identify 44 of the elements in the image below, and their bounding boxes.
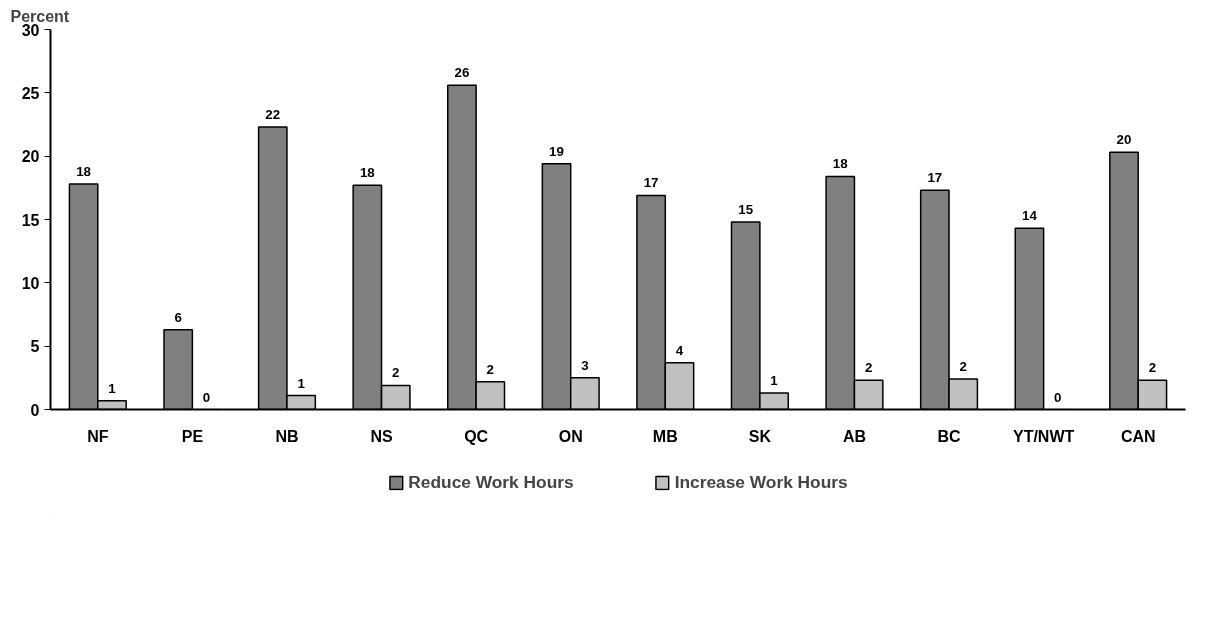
x-tick-label: NF — [87, 427, 109, 445]
x-tick-label: ON — [558, 427, 583, 445]
y-tick-label: 10 — [21, 274, 40, 292]
data-label: 1 — [297, 375, 306, 391]
data-label: 22 — [265, 107, 281, 123]
x-tick-label: CAN — [1120, 427, 1156, 445]
data-label: 14 — [1022, 208, 1038, 224]
data-label: 1 — [108, 380, 117, 396]
y-tick-label: 20 — [21, 148, 40, 166]
x-tick-label: SK — [748, 427, 772, 445]
data-label: 6 — [174, 309, 182, 325]
data-label: 1 — [770, 373, 779, 389]
data-label: 18 — [832, 156, 848, 172]
data-label: 3 — [581, 357, 589, 373]
data-label: 2 — [1148, 360, 1157, 376]
x-tick-label: NS — [370, 427, 393, 445]
x-tick-label: PE — [181, 427, 204, 445]
data-label: 17 — [643, 175, 659, 191]
x-tick-label: BC — [937, 427, 962, 445]
legend-label: Increase Work Hours — [674, 471, 848, 493]
data-label: 2 — [392, 365, 400, 381]
x-tick-label: NB — [275, 427, 299, 445]
data-label: 18 — [76, 164, 92, 180]
x-tick-label: AB — [842, 427, 867, 445]
x-tick-label: YT/NWT — [1012, 427, 1075, 445]
data-label: 2 — [486, 361, 495, 377]
data-label: 4 — [675, 342, 684, 358]
legend-label: Reduce Work Hours — [408, 471, 574, 493]
x-tick-label: MB — [652, 427, 678, 445]
data-label: 26 — [454, 65, 470, 81]
y-tick-label: 0 — [30, 401, 40, 419]
data-label: 17 — [927, 170, 943, 186]
data-label: 18 — [359, 165, 375, 181]
data-label: 0 — [1054, 389, 1062, 405]
x-tick-label: QC — [464, 427, 489, 445]
data-label: 2 — [959, 359, 967, 375]
data-label: 20 — [1116, 132, 1132, 148]
data-label: 0 — [202, 389, 211, 405]
y-tick-label: 15 — [21, 211, 40, 229]
data-label: 19 — [549, 143, 564, 159]
y-tick-label: 5 — [30, 338, 40, 356]
data-label: 15 — [738, 202, 754, 218]
data-label: 2 — [864, 360, 873, 376]
y-tick-label: 25 — [21, 84, 40, 102]
